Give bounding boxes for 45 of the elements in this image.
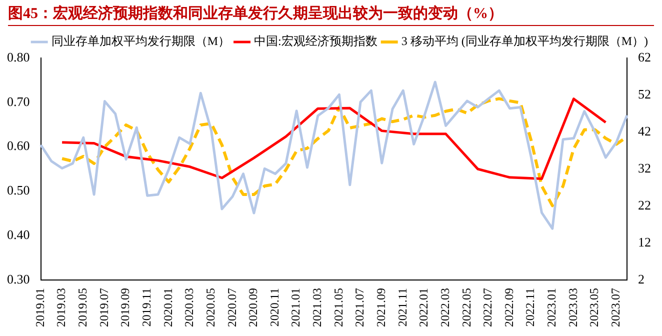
y-tick-label: 0.50 [7, 182, 30, 198]
x-tick-label: 2023.07 [608, 288, 622, 327]
x-tick-label: 2021.09 [374, 288, 388, 327]
y-tick-label: 0.60 [7, 138, 30, 154]
y2-tick-label: 12 [638, 234, 651, 250]
x-tick-label: 2021.01 [288, 288, 303, 327]
x-tick-label: 2022.09 [502, 288, 516, 327]
x-tick-label: 2021.11 [395, 288, 410, 327]
chart-title: 图45：宏观经济预期指数和同业存单发行久期呈现出较为一致的变动（%） [8, 4, 654, 26]
y2-tick-label: 2 [638, 271, 644, 286]
x-tick-label: 2019.09 [118, 288, 132, 327]
y-tick-label: 0.80 [7, 49, 30, 64]
x-tick-label: 2020.05 [203, 288, 218, 327]
legend-label: 3 移动平均 (同业存单加权平均发行期限（M）) [401, 34, 648, 48]
legend-label: 中国:宏观经济预期指数 [254, 34, 378, 48]
x-tick-label: 2022.03 [438, 288, 452, 327]
x-tick-label: 2021.07 [352, 288, 367, 327]
y2-tick-label: 52 [638, 86, 651, 102]
x-tick-label: 2022.05 [459, 288, 474, 327]
x-tick-label: 2019.05 [76, 288, 90, 327]
y2-tick-label: 62 [638, 49, 651, 64]
x-tick-label: 2023.03 [566, 288, 580, 327]
x-tick-label: 2022.11 [523, 288, 538, 327]
y-tick-label: 0.40 [7, 227, 30, 242]
x-tick-label: 2020.03 [182, 288, 196, 327]
y2-tick-label: 32 [638, 160, 651, 176]
x-tick-label: 2020.01 [160, 288, 175, 327]
y2-tick-label: 42 [638, 123, 651, 138]
x-tick-label: 2023.01 [544, 288, 559, 327]
x-tick-label: 2021.03 [310, 288, 324, 327]
legend-label: 同业存单加权平均发行期限（M） [51, 34, 230, 48]
x-tick-label: 2019.01 [32, 288, 47, 327]
y-tick-label: 0.70 [7, 94, 30, 109]
x-tick-label: 2020.07 [224, 288, 239, 327]
x-tick-label: 2020.11 [267, 288, 282, 327]
x-tick-label: 2020.09 [246, 288, 260, 327]
x-tick-label: 2023.05 [587, 288, 602, 327]
x-tick-label: 2022.07 [480, 288, 495, 327]
x-tick-label: 2019.07 [96, 288, 111, 327]
y-tick-label: 0.30 [7, 271, 30, 286]
x-tick-label: 2019.11 [139, 288, 154, 327]
x-tick-label: 2021.05 [331, 288, 346, 327]
y2-tick-label: 22 [638, 197, 651, 212]
x-tick-label: 2019.03 [54, 288, 68, 327]
x-tick-label: 2022.01 [416, 288, 431, 327]
